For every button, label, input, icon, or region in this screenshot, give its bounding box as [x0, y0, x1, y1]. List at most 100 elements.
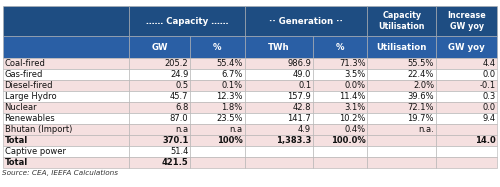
Bar	[244, 102, 313, 113]
Bar	[2, 36, 129, 58]
Text: 6.7%: 6.7%	[221, 70, 242, 79]
Text: 0.0%: 0.0%	[344, 81, 366, 90]
Bar	[244, 135, 313, 146]
Bar	[313, 102, 368, 113]
Text: n.a.: n.a.	[418, 125, 434, 134]
Text: 24.9: 24.9	[170, 70, 188, 79]
Bar	[368, 157, 436, 168]
Bar	[368, 135, 436, 146]
Bar	[368, 91, 436, 102]
Bar	[190, 58, 244, 69]
Bar	[313, 69, 368, 80]
Bar	[2, 124, 129, 135]
Text: 23.5%: 23.5%	[216, 114, 242, 123]
Bar	[190, 157, 244, 168]
Bar	[190, 135, 244, 146]
Bar	[244, 157, 313, 168]
Bar	[129, 135, 190, 146]
Text: 2.0%: 2.0%	[413, 81, 434, 90]
Bar	[244, 113, 313, 124]
Bar	[2, 58, 129, 69]
Text: 9.4: 9.4	[482, 114, 496, 123]
Text: Nuclear: Nuclear	[4, 103, 37, 112]
Text: 1.8%: 1.8%	[222, 103, 242, 112]
Bar	[190, 124, 244, 135]
Text: 0.3: 0.3	[482, 92, 496, 101]
Bar	[244, 6, 368, 36]
Text: 22.4%: 22.4%	[408, 70, 434, 79]
Text: 421.5: 421.5	[162, 158, 188, 167]
Text: 0.5: 0.5	[176, 81, 188, 90]
Bar	[129, 6, 244, 36]
Bar	[129, 157, 190, 168]
Text: 87.0: 87.0	[170, 114, 188, 123]
Bar	[313, 91, 368, 102]
Bar	[190, 102, 244, 113]
Text: Total: Total	[4, 158, 28, 167]
Text: 55.4%: 55.4%	[216, 59, 242, 68]
Bar	[190, 69, 244, 80]
Text: 986.9: 986.9	[288, 59, 311, 68]
Bar	[368, 102, 436, 113]
Text: Large Hydro: Large Hydro	[4, 92, 56, 101]
Bar	[2, 135, 129, 146]
Bar	[436, 113, 498, 124]
Text: 4.4: 4.4	[482, 59, 496, 68]
Bar	[2, 102, 129, 113]
Bar	[436, 69, 498, 80]
Text: %: %	[336, 43, 344, 52]
Bar	[313, 124, 368, 135]
Text: Capacity
Utilisation: Capacity Utilisation	[378, 11, 425, 31]
Text: 14.0: 14.0	[474, 136, 496, 145]
Text: 0.0: 0.0	[482, 103, 496, 112]
Text: 72.1%: 72.1%	[408, 103, 434, 112]
Text: 12.3%: 12.3%	[216, 92, 242, 101]
Bar	[244, 58, 313, 69]
Text: 3.5%: 3.5%	[344, 70, 366, 79]
Bar	[2, 69, 129, 80]
Bar	[129, 80, 190, 91]
Bar	[436, 80, 498, 91]
Bar	[436, 6, 498, 36]
Bar	[313, 113, 368, 124]
Bar	[2, 80, 129, 91]
Text: …… Capacity ……: …… Capacity ……	[146, 16, 228, 26]
Text: Total: Total	[4, 136, 28, 145]
Bar	[368, 58, 436, 69]
Text: Captive power: Captive power	[4, 147, 66, 156]
Text: GW yoy: GW yoy	[448, 43, 485, 52]
Bar	[436, 157, 498, 168]
Bar	[244, 36, 313, 58]
Bar	[436, 135, 498, 146]
Text: n.a: n.a	[230, 125, 242, 134]
Text: 49.0: 49.0	[293, 70, 311, 79]
Bar	[129, 124, 190, 135]
Bar	[190, 80, 244, 91]
Bar	[190, 36, 244, 58]
Bar	[129, 146, 190, 157]
Text: %: %	[213, 43, 222, 52]
Text: 205.2: 205.2	[165, 59, 188, 68]
Text: 71.3%: 71.3%	[339, 59, 365, 68]
Text: 10.2%: 10.2%	[339, 114, 365, 123]
Text: 157.9: 157.9	[288, 92, 311, 101]
Bar	[368, 80, 436, 91]
Text: 3.1%: 3.1%	[344, 103, 366, 112]
Text: 1,383.3: 1,383.3	[276, 136, 311, 145]
Text: 19.7%: 19.7%	[408, 114, 434, 123]
Text: 0.1%: 0.1%	[222, 81, 242, 90]
Bar	[368, 6, 436, 36]
Bar	[368, 113, 436, 124]
Text: 6.8: 6.8	[175, 103, 188, 112]
Bar	[129, 69, 190, 80]
Text: 100%: 100%	[217, 136, 242, 145]
Bar	[436, 146, 498, 157]
Bar	[244, 146, 313, 157]
Text: 141.7: 141.7	[288, 114, 311, 123]
Text: 11.4%: 11.4%	[339, 92, 365, 101]
Text: TWh: TWh	[268, 43, 289, 52]
Text: 0.1: 0.1	[298, 81, 311, 90]
Text: GW: GW	[152, 43, 168, 52]
Text: 51.4: 51.4	[170, 147, 188, 156]
Text: 39.6%: 39.6%	[408, 92, 434, 101]
